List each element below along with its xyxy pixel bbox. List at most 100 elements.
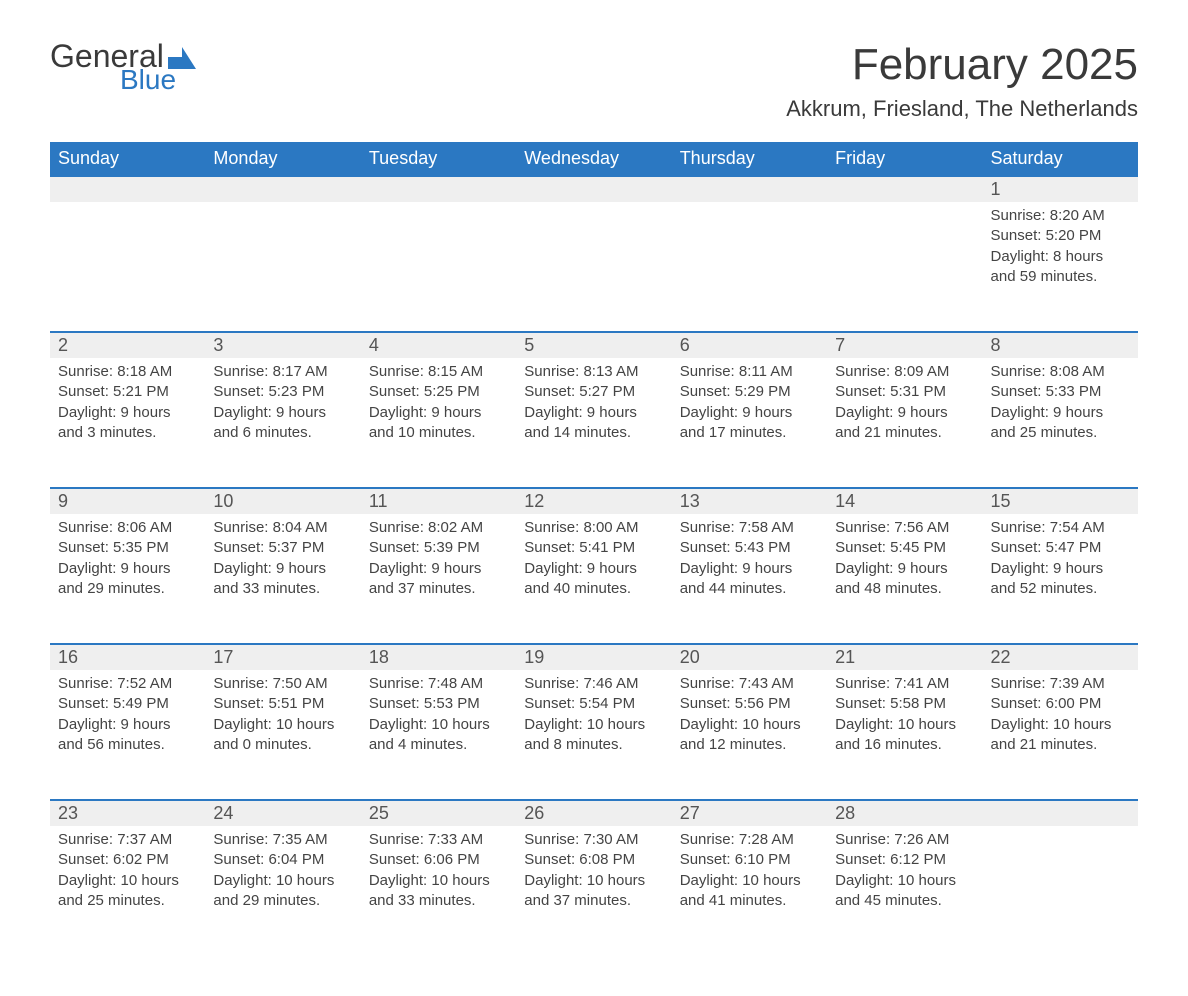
sunset-text: Sunset: 5:21 PM <box>58 382 197 402</box>
day-number <box>983 801 1138 805</box>
day-number: 7 <box>827 333 982 358</box>
day-content: Sunrise: 7:54 AMSunset: 5:47 PMDaylight:… <box>983 514 1138 609</box>
sunrise-text: Sunrise: 7:33 AM <box>369 830 508 850</box>
calendar-cell: Sunrise: 7:52 AMSunset: 5:49 PMDaylight:… <box>50 670 205 800</box>
day-content: Sunrise: 7:52 AMSunset: 5:49 PMDaylight:… <box>50 670 205 765</box>
day-content: Sunrise: 7:33 AMSunset: 6:06 PMDaylight:… <box>361 826 516 921</box>
day-number: 8 <box>983 333 1138 358</box>
calendar-cell: Sunrise: 8:00 AMSunset: 5:41 PMDaylight:… <box>516 514 671 644</box>
sunrise-text: Sunrise: 7:58 AM <box>680 518 819 538</box>
day-content: Sunrise: 8:18 AMSunset: 5:21 PMDaylight:… <box>50 358 205 453</box>
calendar-cell: Sunrise: 8:13 AMSunset: 5:27 PMDaylight:… <box>516 358 671 488</box>
sunrise-text: Sunrise: 8:15 AM <box>369 362 508 382</box>
day-content: Sunrise: 7:56 AMSunset: 5:45 PMDaylight:… <box>827 514 982 609</box>
day-number: 11 <box>361 489 516 514</box>
calendar-cell: Sunrise: 8:15 AMSunset: 5:25 PMDaylight:… <box>361 358 516 488</box>
day-content: Sunrise: 7:30 AMSunset: 6:08 PMDaylight:… <box>516 826 671 921</box>
daylight-text: Daylight: 9 hours and 52 minutes. <box>991 559 1130 600</box>
sunset-text: Sunset: 5:49 PM <box>58 694 197 714</box>
daylight-text: Daylight: 8 hours and 59 minutes. <box>991 247 1130 288</box>
day-number: 28 <box>827 801 982 826</box>
day-content: Sunrise: 8:04 AMSunset: 5:37 PMDaylight:… <box>205 514 360 609</box>
calendar-cell <box>361 202 516 332</box>
sunrise-text: Sunrise: 8:11 AM <box>680 362 819 382</box>
day-number: 17 <box>205 645 360 670</box>
sunrise-text: Sunrise: 8:02 AM <box>369 518 508 538</box>
title-block: February 2025 Akkrum, Friesland, The Net… <box>786 40 1138 122</box>
daylight-text: Daylight: 9 hours and 48 minutes. <box>835 559 974 600</box>
sunset-text: Sunset: 5:53 PM <box>369 694 508 714</box>
week-content-row: Sunrise: 8:20 AMSunset: 5:20 PMDaylight:… <box>50 202 1138 332</box>
day-content: Sunrise: 8:06 AMSunset: 5:35 PMDaylight:… <box>50 514 205 609</box>
day-number <box>672 177 827 181</box>
week-number-row: 1 <box>50 176 1138 202</box>
calendar-cell: Sunrise: 7:33 AMSunset: 6:06 PMDaylight:… <box>361 826 516 956</box>
day-content: Sunrise: 8:15 AMSunset: 5:25 PMDaylight:… <box>361 358 516 453</box>
daylight-text: Daylight: 10 hours and 0 minutes. <box>213 715 352 756</box>
daylight-text: Daylight: 10 hours and 33 minutes. <box>369 871 508 912</box>
day-number: 2 <box>50 333 205 358</box>
sunrise-text: Sunrise: 8:13 AM <box>524 362 663 382</box>
calendar-cell: Sunrise: 7:54 AMSunset: 5:47 PMDaylight:… <box>983 514 1138 644</box>
day-content: Sunrise: 8:09 AMSunset: 5:31 PMDaylight:… <box>827 358 982 453</box>
sunset-text: Sunset: 5:31 PM <box>835 382 974 402</box>
calendar-cell: Sunrise: 7:48 AMSunset: 5:53 PMDaylight:… <box>361 670 516 800</box>
day-header: Wednesday <box>516 142 671 176</box>
daylight-text: Daylight: 9 hours and 21 minutes. <box>835 403 974 444</box>
day-content: Sunrise: 8:13 AMSunset: 5:27 PMDaylight:… <box>516 358 671 453</box>
calendar-cell <box>672 202 827 332</box>
sunrise-text: Sunrise: 8:00 AM <box>524 518 663 538</box>
calendar-cell: Sunrise: 8:17 AMSunset: 5:23 PMDaylight:… <box>205 358 360 488</box>
daylight-text: Daylight: 9 hours and 6 minutes. <box>213 403 352 444</box>
sunrise-text: Sunrise: 7:37 AM <box>58 830 197 850</box>
calendar-cell <box>205 202 360 332</box>
sunrise-text: Sunrise: 7:43 AM <box>680 674 819 694</box>
sunrise-text: Sunrise: 8:08 AM <box>991 362 1130 382</box>
sunset-text: Sunset: 5:51 PM <box>213 694 352 714</box>
sunrise-text: Sunrise: 7:26 AM <box>835 830 974 850</box>
logo-blue-text: Blue <box>120 66 196 94</box>
calendar-cell: Sunrise: 7:37 AMSunset: 6:02 PMDaylight:… <box>50 826 205 956</box>
calendar-cell: Sunrise: 7:58 AMSunset: 5:43 PMDaylight:… <box>672 514 827 644</box>
day-header: Sunday <box>50 142 205 176</box>
day-content: Sunrise: 7:35 AMSunset: 6:04 PMDaylight:… <box>205 826 360 921</box>
day-content: Sunrise: 8:02 AMSunset: 5:39 PMDaylight:… <box>361 514 516 609</box>
sunset-text: Sunset: 5:37 PM <box>213 538 352 558</box>
daylight-text: Daylight: 10 hours and 41 minutes. <box>680 871 819 912</box>
calendar-cell <box>983 826 1138 956</box>
daylight-text: Daylight: 9 hours and 44 minutes. <box>680 559 819 600</box>
week-number-row: 232425262728 <box>50 800 1138 826</box>
week-number-row: 16171819202122 <box>50 644 1138 670</box>
week-content-row: Sunrise: 7:52 AMSunset: 5:49 PMDaylight:… <box>50 670 1138 800</box>
day-number: 1 <box>983 177 1138 202</box>
sunrise-text: Sunrise: 7:50 AM <box>213 674 352 694</box>
daylight-text: Daylight: 9 hours and 10 minutes. <box>369 403 508 444</box>
day-number <box>827 177 982 181</box>
day-content: Sunrise: 7:37 AMSunset: 6:02 PMDaylight:… <box>50 826 205 921</box>
day-content: Sunrise: 7:46 AMSunset: 5:54 PMDaylight:… <box>516 670 671 765</box>
sunset-text: Sunset: 6:06 PM <box>369 850 508 870</box>
calendar-cell <box>516 202 671 332</box>
day-header: Thursday <box>672 142 827 176</box>
day-content: Sunrise: 7:43 AMSunset: 5:56 PMDaylight:… <box>672 670 827 765</box>
day-content: Sunrise: 7:58 AMSunset: 5:43 PMDaylight:… <box>672 514 827 609</box>
calendar-cell: Sunrise: 8:02 AMSunset: 5:39 PMDaylight:… <box>361 514 516 644</box>
day-number: 6 <box>672 333 827 358</box>
day-content: Sunrise: 7:39 AMSunset: 6:00 PMDaylight:… <box>983 670 1138 765</box>
sunset-text: Sunset: 5:39 PM <box>369 538 508 558</box>
daylight-text: Daylight: 9 hours and 3 minutes. <box>58 403 197 444</box>
calendar-cell: Sunrise: 8:09 AMSunset: 5:31 PMDaylight:… <box>827 358 982 488</box>
calendar-cell: Sunrise: 8:11 AMSunset: 5:29 PMDaylight:… <box>672 358 827 488</box>
daylight-text: Daylight: 10 hours and 8 minutes. <box>524 715 663 756</box>
sunset-text: Sunset: 5:35 PM <box>58 538 197 558</box>
day-content: Sunrise: 7:41 AMSunset: 5:58 PMDaylight:… <box>827 670 982 765</box>
week-number-row: 9101112131415 <box>50 488 1138 514</box>
logo-flag-icon <box>168 47 196 69</box>
day-header: Monday <box>205 142 360 176</box>
daylight-text: Daylight: 9 hours and 56 minutes. <box>58 715 197 756</box>
calendar-cell: Sunrise: 8:04 AMSunset: 5:37 PMDaylight:… <box>205 514 360 644</box>
sunset-text: Sunset: 5:43 PM <box>680 538 819 558</box>
sunrise-text: Sunrise: 8:18 AM <box>58 362 197 382</box>
month-title: February 2025 <box>786 40 1138 90</box>
header: General Blue February 2025 Akkrum, Fries… <box>50 40 1138 122</box>
